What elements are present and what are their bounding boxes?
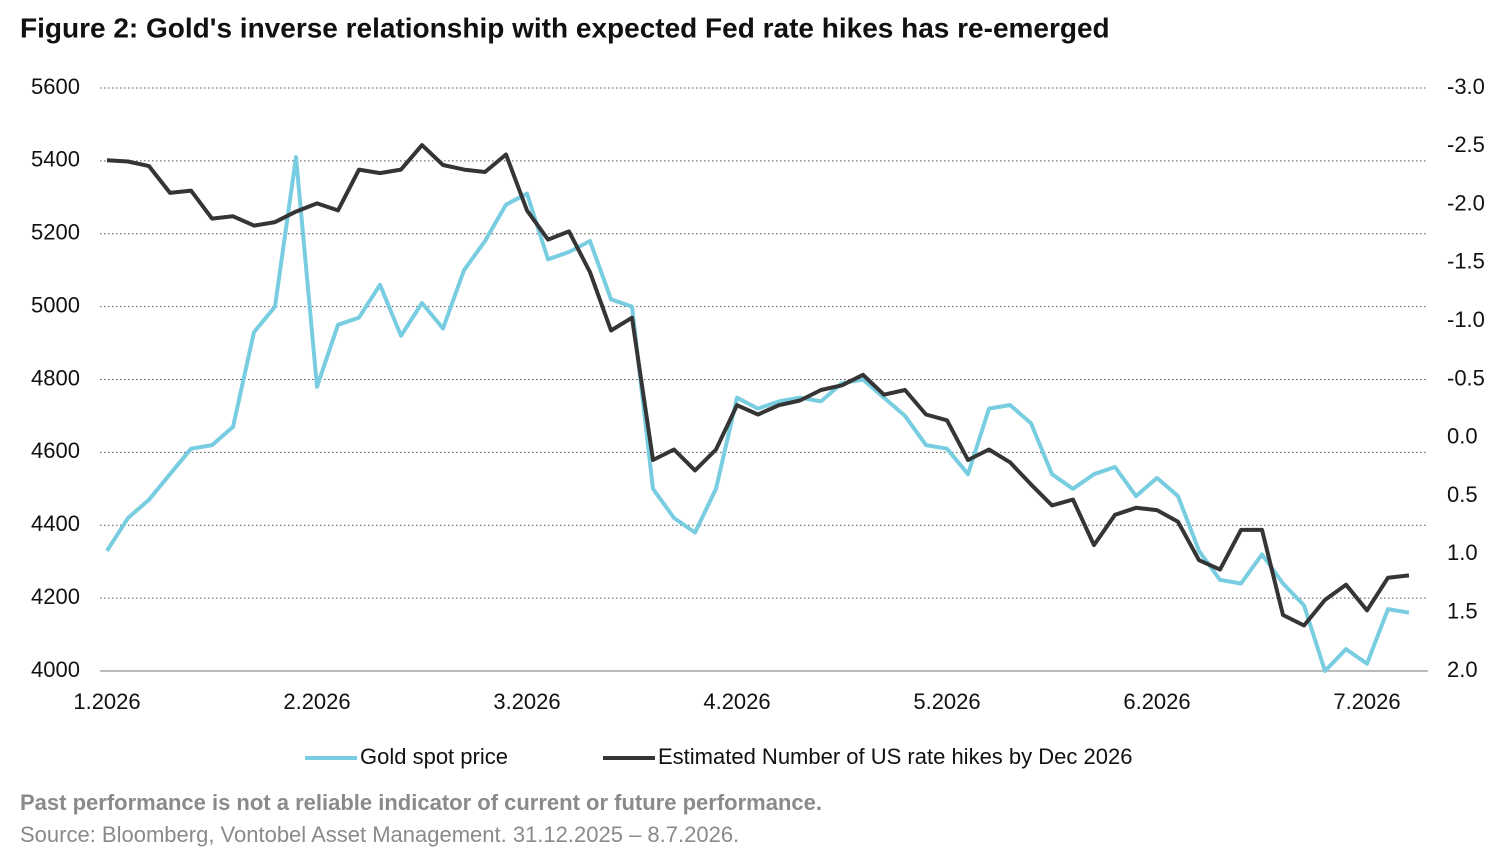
- y2-tick-label: -2.0: [1447, 190, 1485, 215]
- legend-label: Gold spot price: [360, 744, 508, 769]
- y2-tick-label: 1.0: [1447, 540, 1478, 565]
- y-tick-label: 5400: [31, 147, 80, 172]
- source-note: Source: Bloomberg, Vontobel Asset Manage…: [20, 822, 739, 847]
- y-tick-label: 4800: [31, 365, 80, 390]
- y2-tick-label: 2.0: [1447, 657, 1478, 682]
- y-tick-label: 4200: [31, 584, 80, 609]
- x-tick-label: 5.2026: [913, 689, 980, 714]
- x-tick-label: 3.2026: [493, 689, 560, 714]
- y2-tick-label: -1.5: [1447, 249, 1485, 274]
- y-tick-label: 4400: [31, 511, 80, 536]
- y-tick-label: 5200: [31, 220, 80, 245]
- y2-tick-label: 0.0: [1447, 424, 1478, 449]
- y-tick-label: 5600: [31, 74, 80, 99]
- x-tick-label: 6.2026: [1123, 689, 1190, 714]
- x-tick-label: 1.2026: [73, 689, 140, 714]
- series-line: [105, 155, 1410, 673]
- x-tick-label: 2.2026: [283, 689, 350, 714]
- x-tick-label: 7.2026: [1333, 689, 1400, 714]
- y2-tick-label: -3.0: [1447, 74, 1485, 99]
- y2-tick-label: -0.5: [1447, 365, 1485, 390]
- y2-tick-label: -1.0: [1447, 307, 1485, 332]
- y2-tick-label: 1.5: [1447, 599, 1478, 624]
- y2-tick-label: 0.5: [1447, 482, 1478, 507]
- disclaimer: Past performance is not a reliable indic…: [20, 790, 822, 815]
- legend-label: Estimated Number of US rate hikes by Dec…: [658, 744, 1132, 769]
- y2-tick-label: -2.5: [1447, 132, 1485, 157]
- chart-title: Figure 2: Gold's inverse relationship wi…: [20, 12, 1110, 43]
- y-tick-label: 5000: [31, 292, 80, 317]
- series-line: [106, 143, 1410, 628]
- x-tick-label: 4.2026: [703, 689, 770, 714]
- y-tick-label: 4600: [31, 438, 80, 463]
- y-tick-label: 4000: [31, 657, 80, 682]
